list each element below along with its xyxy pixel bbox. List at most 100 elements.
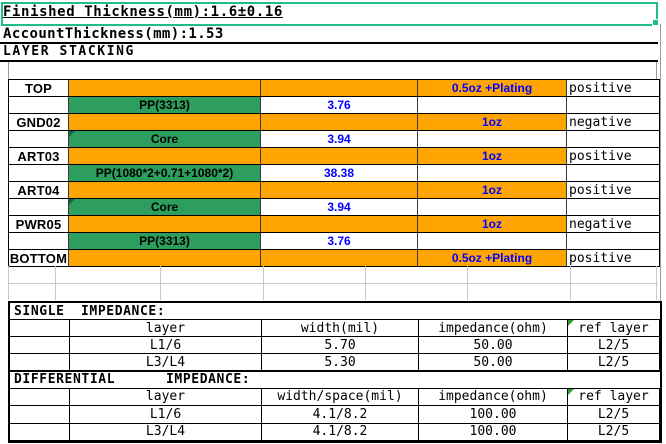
copper-bar-cell[interactable] (69, 80, 261, 97)
column-header-cell[interactable]: width/space(mil) (262, 388, 419, 406)
layer-name: GND02 (16, 114, 61, 130)
copper-bar-cell[interactable] (261, 250, 418, 267)
polarity-cell[interactable]: positive (567, 80, 659, 97)
thickness-cell[interactable]: 3.76 (261, 233, 418, 250)
account-thickness-cell[interactable]: AccountThickness(mm):1.53 (3, 26, 224, 42)
empty-cell[interactable] (418, 97, 567, 114)
layer-name-cell[interactable]: ART04 (9, 182, 69, 199)
material-cell[interactable]: Core (69, 131, 261, 148)
empty-cell[interactable] (418, 165, 567, 182)
empty-cell[interactable] (418, 233, 567, 250)
impedance-data-cell[interactable]: 50.00 (419, 354, 568, 371)
thickness-cell[interactable]: 38.38 (261, 165, 418, 182)
layer-name-cell[interactable]: PWR05 (9, 216, 69, 233)
material-cell[interactable]: PP(3313) (69, 233, 261, 250)
empty-cell[interactable] (567, 131, 659, 148)
copper-weight-cell[interactable]: 0.5oz +Plating (418, 80, 567, 97)
fill-handle[interactable] (652, 19, 659, 26)
column-header-cell[interactable]: impedance(ohm) (419, 320, 568, 337)
material-cell[interactable]: Core (69, 199, 261, 216)
polarity-cell[interactable]: negative (567, 216, 659, 233)
impedance-data-cell[interactable]: 5.70 (262, 337, 419, 354)
selected-cell-border[interactable] (1, 2, 658, 26)
column-header-cell[interactable]: layer (70, 320, 262, 337)
empty-cell[interactable] (9, 165, 69, 182)
copper-weight-cell[interactable]: 1oz (418, 148, 567, 165)
empty-cell[interactable] (567, 165, 659, 182)
polarity-cell[interactable]: positive (567, 148, 659, 165)
copper-bar-cell[interactable] (261, 182, 418, 199)
copper-weight-cell[interactable]: 1oz (418, 182, 567, 199)
cell-value: L2/5 (597, 406, 630, 422)
copper-bar-cell[interactable] (69, 148, 261, 165)
copper-weight-cell[interactable]: 1oz (418, 216, 567, 233)
copper-bar-cell[interactable] (261, 216, 418, 233)
copper-weight: 0.5oz +Plating (451, 251, 533, 265)
thickness-cell[interactable]: 3.76 (261, 97, 418, 114)
empty-cell[interactable] (10, 320, 70, 337)
impedance-data-cell[interactable]: L2/5 (568, 354, 660, 371)
copper-weight-cell[interactable]: 0.5oz +Plating (418, 250, 567, 267)
empty-cell[interactable] (9, 199, 69, 216)
single-impedance-title-row[interactable]: SINGLE IMPEDANCE: (10, 303, 660, 320)
empty-cell[interactable] (10, 388, 70, 406)
column-header-cell[interactable]: ref layer (568, 388, 660, 406)
copper-bar-cell[interactable] (261, 114, 418, 131)
polarity-cell[interactable]: negative (567, 114, 659, 131)
impedance-data-cell[interactable]: L2/5 (568, 423, 660, 441)
empty-cell[interactable] (10, 354, 70, 371)
impedance-data-cell[interactable]: L2/5 (568, 337, 660, 354)
material-cell[interactable]: PP(3313) (69, 97, 261, 114)
finished-thickness-cell[interactable]: Finished Thickness(mm):1.6±0.16 (3, 4, 283, 20)
empty-cell[interactable] (9, 233, 69, 250)
empty-cell[interactable] (567, 97, 659, 114)
copper-bar-cell[interactable] (69, 216, 261, 233)
thickness-cell[interactable]: 3.94 (261, 199, 418, 216)
impedance-data-cell[interactable]: L3/L4 (70, 354, 262, 371)
column-header-cell[interactable]: impedance(ohm) (419, 388, 568, 406)
empty-cell[interactable] (418, 131, 567, 148)
impedance-data-cell[interactable]: 4.1/8.2 (262, 423, 419, 441)
impedance-data-cell[interactable]: 100.00 (419, 423, 568, 441)
polarity-cell[interactable]: positive (567, 250, 659, 267)
copper-bar-cell[interactable] (69, 182, 261, 199)
copper-bar-cell[interactable] (69, 114, 261, 131)
impedance-data-cell[interactable]: L1/6 (70, 406, 262, 424)
impedance-data-cell[interactable]: L2/5 (568, 406, 660, 424)
impedance-data-cell[interactable]: L3/L4 (70, 423, 262, 441)
copper-bar-cell[interactable] (261, 80, 418, 97)
impedance-data-cell[interactable]: 5.30 (262, 354, 419, 371)
impedance-data-cell[interactable]: L1/6 (70, 337, 262, 354)
impedance-data-cell[interactable]: 50.00 (419, 337, 568, 354)
copper-weight: 0.5oz +Plating (451, 81, 533, 95)
column-header-cell[interactable]: layer (70, 388, 262, 406)
layer-name-cell[interactable]: GND02 (9, 114, 69, 131)
empty-cell[interactable] (10, 337, 70, 354)
column-header: width/space(mil) (277, 389, 403, 405)
column-header: ref layer (578, 389, 649, 405)
layer-name-cell[interactable]: BOTTOM (9, 250, 69, 267)
copper-weight-cell[interactable]: 1oz (418, 114, 567, 131)
layer-name-cell[interactable]: TOP (9, 80, 69, 97)
copper-bar-cell[interactable] (69, 250, 261, 267)
empty-cell[interactable] (418, 199, 567, 216)
column-header-cell[interactable]: ref layer (568, 320, 660, 337)
empty-cell[interactable] (567, 233, 659, 250)
copper-bar-cell[interactable] (261, 148, 418, 165)
material-name: PP(1080*2+0.71+1080*2) (95, 166, 234, 180)
empty-cell[interactable] (10, 406, 70, 424)
empty-cell[interactable] (9, 131, 69, 148)
empty-cell[interactable] (567, 199, 659, 216)
column-header-cell[interactable]: width(mil) (262, 320, 419, 337)
empty-cell[interactable] (9, 97, 69, 114)
thickness-cell[interactable]: 3.94 (261, 131, 418, 148)
polarity-value: positive (569, 80, 632, 96)
polarity-cell[interactable]: positive (567, 182, 659, 199)
impedance-data-cell[interactable]: 100.00 (419, 406, 568, 424)
layer-name-cell[interactable]: ART03 (9, 148, 69, 165)
differential-impedance-title-row[interactable]: DIFFERENTIAL IMPEDANCE: (10, 371, 660, 389)
impedance-data-cell[interactable]: 4.1/8.2 (262, 406, 419, 424)
material-cell[interactable]: PP(1080*2+0.71+1080*2) (69, 165, 261, 182)
empty-cell[interactable] (10, 423, 70, 441)
layer-stacking-title[interactable]: LAYER STACKING (3, 44, 135, 59)
